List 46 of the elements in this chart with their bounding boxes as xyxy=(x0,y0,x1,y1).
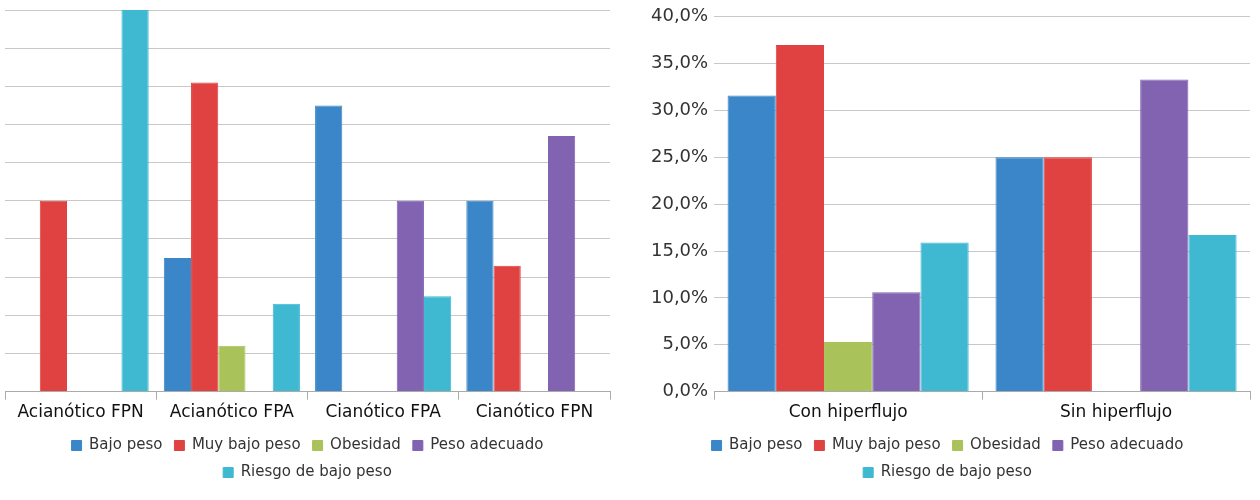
legend-label: Obesidad xyxy=(970,435,1041,454)
y-tick-label: 10,0% xyxy=(650,285,709,307)
legend-label: Peso adecuado xyxy=(430,435,544,454)
bar xyxy=(547,135,576,392)
bar xyxy=(1140,79,1189,392)
bar xyxy=(995,157,1044,392)
x-tick-label: Acianótico FPA xyxy=(169,401,295,422)
x-tick-label: Cianótico FPA xyxy=(325,401,442,422)
bar xyxy=(39,200,68,392)
bar xyxy=(872,292,921,392)
bar xyxy=(315,105,343,392)
bar xyxy=(466,200,494,392)
legend-label: Riesgo de bajo peso xyxy=(880,462,1032,481)
bar xyxy=(920,242,969,392)
y-tick-label: 0,0% xyxy=(662,379,709,401)
bar xyxy=(191,82,219,392)
legend-label: Bajo peso xyxy=(729,435,803,454)
bar xyxy=(423,296,452,392)
legend-label: Muy bajo peso xyxy=(191,435,301,454)
bar xyxy=(218,345,246,392)
bar xyxy=(727,95,776,392)
y-tick-label: 40,0% xyxy=(650,4,709,26)
y-tick-label: 15,0% xyxy=(650,238,709,260)
bar xyxy=(121,10,149,392)
bar xyxy=(493,265,521,392)
y-tick-label: 20,0% xyxy=(650,191,709,213)
legend-label: Obesidad xyxy=(330,435,401,454)
x-tick-label: Acianótico FPN xyxy=(17,401,144,422)
legend-label: Riesgo de bajo peso xyxy=(240,462,392,481)
bar xyxy=(1188,235,1237,392)
y-tick-label: 35,0% xyxy=(650,51,709,73)
bar xyxy=(775,44,825,392)
bar xyxy=(163,258,192,392)
legend-label: Peso adecuado xyxy=(1070,435,1184,454)
y-tick-label: 5,0% xyxy=(662,332,709,354)
x-tick-label: Cianótico FPN xyxy=(475,401,594,422)
x-tick-label: Con hiperflujo xyxy=(788,401,908,422)
bar xyxy=(824,341,873,392)
bar xyxy=(1043,157,1092,392)
x-tick-label: Sin hiperflujo xyxy=(1060,401,1173,422)
bar xyxy=(272,303,300,392)
legend-label: Bajo peso xyxy=(89,435,163,454)
y-tick-label: 30,0% xyxy=(650,98,709,120)
y-tick-label: 25,0% xyxy=(650,145,709,167)
bar xyxy=(396,200,424,392)
legend-label: Muy bajo peso xyxy=(831,435,941,454)
